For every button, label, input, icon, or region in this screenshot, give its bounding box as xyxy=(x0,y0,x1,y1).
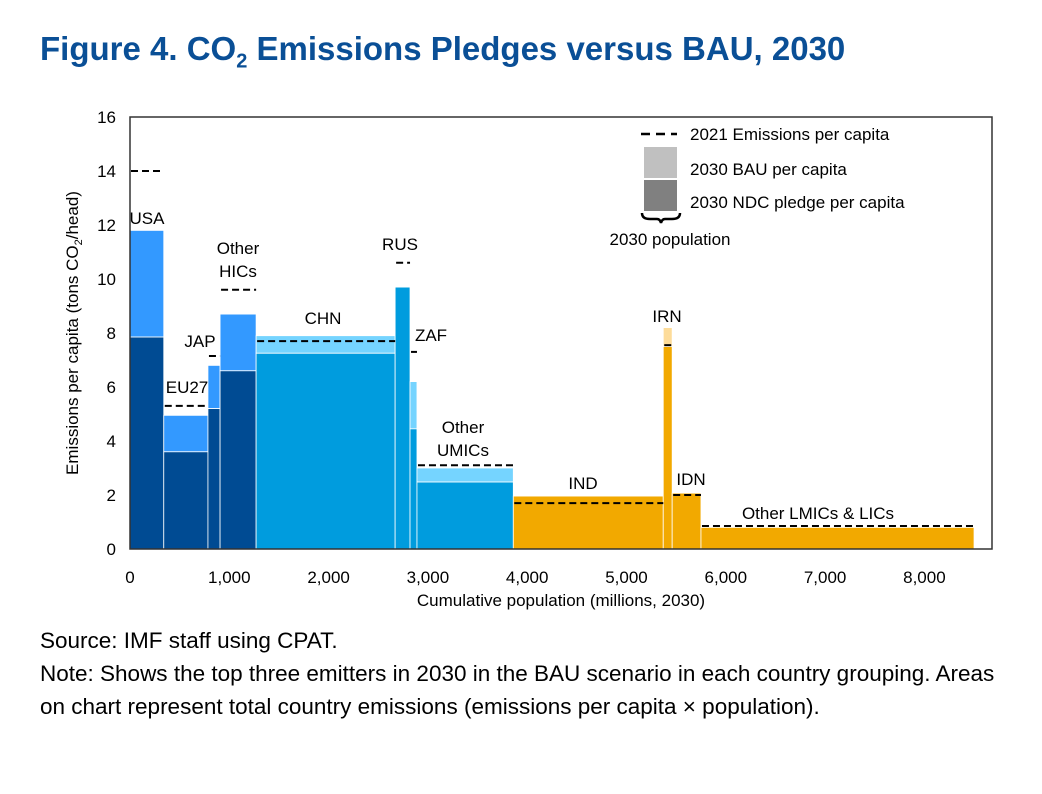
x-axis-ticks: 0 1,000 2,000 3,000 4,000 5,000 6,000 7,000 8,00… xyxy=(125,568,945,587)
ndc-bar xyxy=(671,492,702,550)
legend-bau-label: 2030 BAU per capita xyxy=(690,160,847,179)
legend-ndc-label: 2030 NDC pledge per capita xyxy=(690,193,905,212)
bars-layer xyxy=(129,229,975,550)
brace-icon xyxy=(640,212,682,224)
ndc-bar xyxy=(394,286,411,550)
y-tick-label: 14 xyxy=(97,162,116,181)
title-text: Figure 4. CO xyxy=(40,30,237,67)
bau-bar xyxy=(662,327,673,347)
bar-labels: USA EU27 JAP Other HICs CHN RUS ZAF Other UMICs IN… xyxy=(130,209,895,523)
ndc-bar xyxy=(662,346,673,550)
source-text: Source: IMF staff using CPAT. xyxy=(40,628,338,653)
bar-label: Other xyxy=(217,239,260,258)
bau-bar xyxy=(219,313,257,372)
ndc-bar xyxy=(416,481,514,550)
note-text: Note: Shows the top three emitters in 20… xyxy=(40,661,995,719)
ndc-bar xyxy=(163,451,209,550)
x-tick-label: 6,000 xyxy=(705,568,748,587)
bar-label: CHN xyxy=(305,309,342,328)
bau-bar xyxy=(207,364,221,409)
ndc-bar xyxy=(700,527,975,550)
ndc-bar xyxy=(129,336,165,550)
bar-label: IRN xyxy=(652,307,681,326)
x-tick-label: 5,000 xyxy=(605,568,648,587)
plot-frame xyxy=(129,116,993,550)
legend-bau-swatch xyxy=(644,147,677,178)
x-tick-label: 3,000 xyxy=(407,568,450,587)
dash-layer xyxy=(131,170,975,528)
bau-bar xyxy=(416,467,514,483)
x-tick-label: 8,000 xyxy=(903,568,946,587)
title-subscript: 2 xyxy=(236,50,248,73)
bau-bar xyxy=(409,381,418,430)
y-tick-label: 0 xyxy=(107,540,116,559)
x-tick-label: 0 xyxy=(125,568,134,587)
y-axis-ticks: 0 2 4 6 8 10 12 14 16 xyxy=(97,108,116,559)
bar-label: JAP xyxy=(184,332,215,351)
bar-label: UMICs xyxy=(437,441,489,460)
bar-label: IND xyxy=(568,474,597,493)
x-tick-label: 1,000 xyxy=(208,568,251,587)
chart-title: Figure 4. CO2 Emissions Pledges versus B… xyxy=(40,30,845,74)
ndc-bar xyxy=(409,428,418,550)
x-tick-label: 4,000 xyxy=(506,568,549,587)
bar-label: Other LMICs & LICs xyxy=(742,504,894,523)
y-tick-label: 2 xyxy=(107,486,116,505)
y-axis-label: Emissions per capita (tons CO2/head) xyxy=(63,191,85,475)
bar-label: IDN xyxy=(676,470,705,489)
bau-bar xyxy=(129,229,165,338)
chart: USA EU27 JAP Other HICs CHN RUS ZAF Other UMICs IN… xyxy=(63,108,993,610)
ndc-bar xyxy=(255,352,396,550)
x-tick-label: 7,000 xyxy=(804,568,847,587)
y-tick-label: 10 xyxy=(97,270,116,289)
bar-label: Other xyxy=(442,418,485,437)
x-tick-label: 2,000 xyxy=(307,568,350,587)
y-tick-label: 8 xyxy=(107,324,116,343)
legend-width-label: 2030 population xyxy=(609,230,730,249)
bar-label: HICs xyxy=(219,262,257,281)
ndc-bar xyxy=(512,495,664,550)
x-axis-label: Cumulative population (millions, 2030) xyxy=(417,591,705,610)
y-tick-label: 6 xyxy=(107,378,116,397)
bar-label: USA xyxy=(130,209,166,228)
bar-label: EU27 xyxy=(166,378,209,397)
notes: Source: IMF staff using CPAT. Note: Show… xyxy=(40,624,1010,723)
legend: 2021 Emissions per capita 2030 BAU per c… xyxy=(609,125,905,249)
ndc-bar xyxy=(219,370,257,550)
y-tick-label: 4 xyxy=(107,432,116,451)
bar-label: RUS xyxy=(382,235,418,254)
legend-ndc-swatch xyxy=(644,180,677,211)
legend-dash-label: 2021 Emissions per capita xyxy=(690,125,890,144)
bau-bar xyxy=(163,414,209,453)
y-tick-label: 12 xyxy=(97,216,116,235)
ndc-bar xyxy=(207,408,221,550)
bar-label: ZAF xyxy=(415,326,447,345)
y-tick-label: 16 xyxy=(97,108,116,127)
bau-bar xyxy=(255,335,396,354)
title-text-suffix: Emissions Pledges versus BAU, 2030 xyxy=(247,30,846,67)
